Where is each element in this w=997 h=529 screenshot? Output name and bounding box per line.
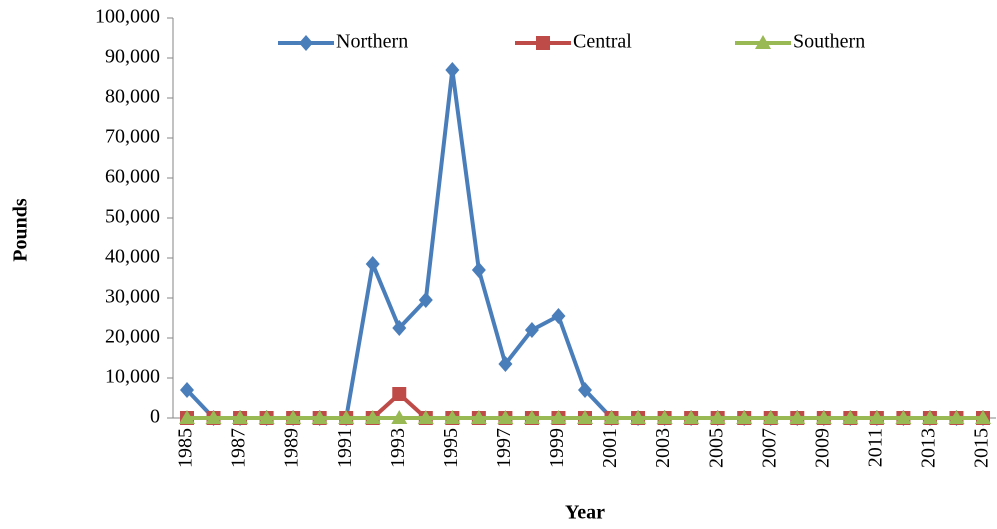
data-point — [895, 410, 912, 424]
data-point — [736, 410, 753, 424]
y-tick-label: 90,000 — [105, 46, 160, 68]
x-tick-label: 1995 — [440, 428, 462, 468]
data-point — [311, 410, 328, 424]
data-point — [709, 410, 726, 424]
data-point — [577, 410, 593, 424]
data-point — [603, 410, 620, 424]
data-point — [392, 387, 407, 401]
legend-label: Southern — [793, 31, 865, 53]
data-point — [789, 410, 806, 424]
data-point — [179, 410, 195, 424]
series-line — [185, 68, 983, 420]
y-tick-label: 70,000 — [105, 126, 160, 148]
legend-marker — [299, 35, 313, 51]
data-point — [471, 262, 486, 278]
data-point — [205, 410, 222, 424]
y-tick-label: 10,000 — [105, 366, 160, 388]
y-tick-label: 30,000 — [105, 286, 160, 308]
data-point — [578, 382, 592, 398]
data-point — [364, 410, 381, 424]
x-tick-label: 1993 — [387, 428, 409, 468]
data-point — [656, 410, 673, 424]
data-point — [630, 410, 647, 424]
x-tick-label: 2007 — [758, 428, 780, 468]
x-tick-label: 2001 — [599, 428, 621, 468]
data-point — [417, 410, 434, 424]
y-tick-label: 20,000 — [105, 326, 160, 348]
data-point — [338, 410, 355, 424]
y-tick-label: 60,000 — [105, 166, 160, 188]
legend-marker — [536, 36, 550, 50]
data-point — [975, 410, 991, 424]
legend-label: Central — [573, 31, 632, 53]
y-tick-label: 50,000 — [105, 206, 160, 228]
x-tick-label: 1985 — [175, 428, 197, 468]
x-tick-label: 2011 — [864, 428, 886, 467]
x-tick-label: 2005 — [705, 428, 727, 468]
data-point — [444, 410, 461, 424]
data-point — [258, 410, 275, 424]
y-tick-label: 100,000 — [95, 6, 160, 28]
legend-label: Northern — [336, 31, 408, 53]
data-point — [948, 410, 965, 424]
data-point — [470, 410, 487, 424]
data-point — [445, 62, 460, 78]
y-tick-label: 40,000 — [105, 246, 160, 268]
data-point — [285, 410, 302, 424]
y-tick-label: 0 — [150, 406, 160, 428]
x-tick-label: 1991 — [334, 428, 356, 468]
data-point — [524, 322, 539, 338]
data-point — [550, 410, 567, 424]
x-tick-label: 1999 — [546, 428, 568, 468]
data-point — [391, 410, 408, 424]
y-axis-title: Pounds — [10, 198, 32, 262]
data-point — [868, 410, 885, 424]
data-point — [683, 410, 700, 424]
x-tick-label: 1997 — [493, 428, 515, 468]
y-tick-label: 80,000 — [105, 86, 160, 108]
x-tick-label: 2013 — [918, 428, 940, 468]
data-point — [523, 410, 540, 424]
data-point — [842, 410, 859, 424]
data-point — [921, 410, 938, 424]
x-tick-label: 1987 — [228, 428, 250, 468]
data-point — [392, 320, 407, 336]
data-point — [815, 410, 832, 424]
data-point — [498, 356, 513, 372]
x-tick-label: 2003 — [652, 428, 674, 468]
data-point — [232, 410, 249, 424]
data-point — [365, 256, 380, 272]
x-tick-label: 1989 — [281, 428, 303, 468]
data-point — [762, 410, 779, 424]
x-tick-label: 2015 — [971, 428, 993, 468]
x-axis-title: Year — [565, 502, 605, 524]
data-point — [180, 382, 194, 398]
x-tick-label: 2009 — [811, 428, 833, 468]
data-point — [418, 292, 433, 308]
data-point — [497, 410, 514, 424]
data-point — [551, 308, 566, 324]
legend-marker — [755, 35, 771, 49]
